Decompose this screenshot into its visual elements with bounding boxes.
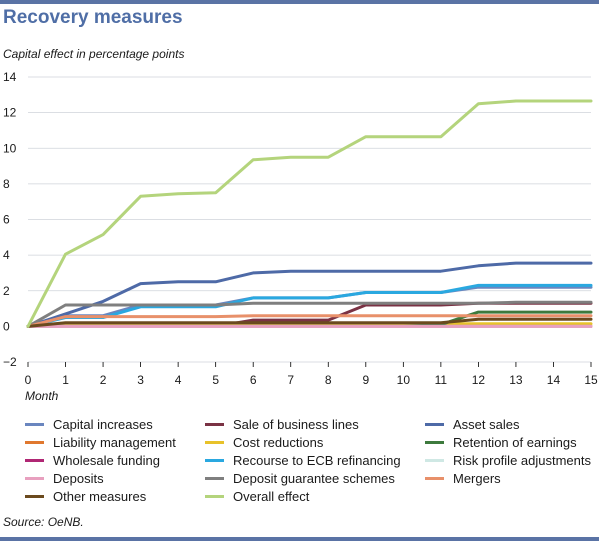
legend-swatch (25, 476, 44, 480)
x-tick-label: 9 (362, 373, 369, 387)
legend-swatch (425, 422, 444, 426)
x-tick-label: 13 (509, 373, 523, 387)
x-tick-label: 2 (100, 373, 107, 387)
legend-label: Deposit guarantee schemes (233, 470, 395, 486)
legend-label: Mergers (453, 470, 501, 486)
legend-item-sale-of-business-lines: Sale of business lines (205, 415, 359, 433)
x-tick-label: 12 (472, 373, 486, 387)
legend-label: Other measures (53, 488, 147, 504)
legend-label: Recourse to ECB refinancing (233, 452, 401, 468)
bottom-rule (0, 537, 599, 541)
x-tick-label: 1 (62, 373, 69, 387)
legend-item-deposits: Deposits (25, 469, 104, 487)
y-tick-label: 0 (3, 319, 10, 333)
chart-subtitle: Capital effect in percentage points (3, 47, 185, 61)
legend-swatch (205, 458, 224, 462)
legend-item-risk-profile-adjustments: Risk profile adjustments (425, 451, 591, 469)
legend-item-recourse-to-ecb-refinancing: Recourse to ECB refinancing (205, 451, 401, 469)
legend-label: Wholesale funding (53, 452, 160, 468)
legend-label: Overall effect (233, 488, 310, 504)
y-tick-label: 6 (3, 213, 10, 227)
legend-item-retention-of-earnings: Retention of earnings (425, 433, 577, 451)
legend-swatch (25, 458, 44, 462)
legend-swatch (205, 494, 224, 498)
legend-item-wholesale-funding: Wholesale funding (25, 451, 160, 469)
legend-item-deposit-guarantee-schemes: Deposit guarantee schemes (205, 469, 395, 487)
legend-swatch (205, 422, 224, 426)
legend-label: Deposits (53, 470, 104, 486)
legend-swatch (425, 440, 444, 444)
legend-item-liability-management: Liability management (25, 433, 176, 451)
legend-swatch (25, 440, 44, 444)
y-tick-label: 12 (3, 106, 17, 120)
x-tick-label: 3 (137, 373, 144, 387)
legend-label: Capital increases (53, 416, 153, 432)
legend-swatch (425, 476, 444, 480)
series-line-mergers (26, 314, 593, 328)
y-tick-label: −2 (3, 355, 17, 369)
legend-item-other-measures: Other measures (25, 487, 146, 505)
series-line-overall-effect (26, 99, 593, 328)
legend-swatch (25, 422, 44, 426)
legend-label: Asset sales (453, 416, 520, 432)
x-tick-label: 6 (250, 373, 257, 387)
x-tick-label: 8 (325, 373, 332, 387)
y-tick-label: 10 (3, 141, 17, 155)
legend-item-overall-effect: Overall effect (205, 487, 309, 505)
x-axis-label: Month (25, 389, 59, 403)
legend-swatch (25, 494, 44, 498)
source-note: Source: OeNB. (3, 515, 84, 529)
x-tick-label: 10 (397, 373, 411, 387)
x-tick-label: 7 (287, 373, 294, 387)
legend-swatch (205, 476, 224, 480)
x-tick-label: 5 (212, 373, 219, 387)
series-line-recourse-to-ecb-refinancing (26, 283, 593, 328)
legend-label: Liability management (53, 434, 176, 450)
top-rule (0, 0, 599, 4)
x-tick-label: 14 (547, 373, 561, 387)
y-tick-label: 14 (3, 70, 17, 84)
x-tick-label: 0 (25, 373, 32, 387)
legend-item-cost-reductions: Cost reductions (205, 433, 323, 451)
legend-item-asset-sales: Asset sales (425, 415, 519, 433)
legend-label: Sale of business lines (233, 416, 359, 432)
legend-label: Retention of earnings (453, 434, 577, 450)
legend-swatch (205, 440, 224, 444)
chart-legend: Capital increases Sale of business lines A… (0, 410, 599, 510)
series-line-deposit-guarantee-schemes (26, 300, 593, 328)
legend-swatch (425, 458, 444, 462)
y-tick-label: 8 (3, 177, 10, 191)
chart-title: Recovery measures (3, 7, 183, 28)
legend-item-capital-increases: Capital increases (25, 415, 153, 433)
y-tick-label: 2 (3, 284, 10, 298)
x-tick-label: 15 (584, 373, 598, 387)
y-tick-label: 4 (3, 248, 10, 262)
legend-item-mergers: Mergers (425, 469, 501, 487)
legend-label: Cost reductions (233, 434, 324, 450)
series-line-other-measures (26, 317, 593, 328)
x-tick-label: 4 (175, 373, 182, 387)
x-tick-label: 11 (435, 373, 448, 387)
series-line-asset-sales (26, 261, 593, 328)
legend-label: Risk profile adjustments (453, 452, 591, 468)
